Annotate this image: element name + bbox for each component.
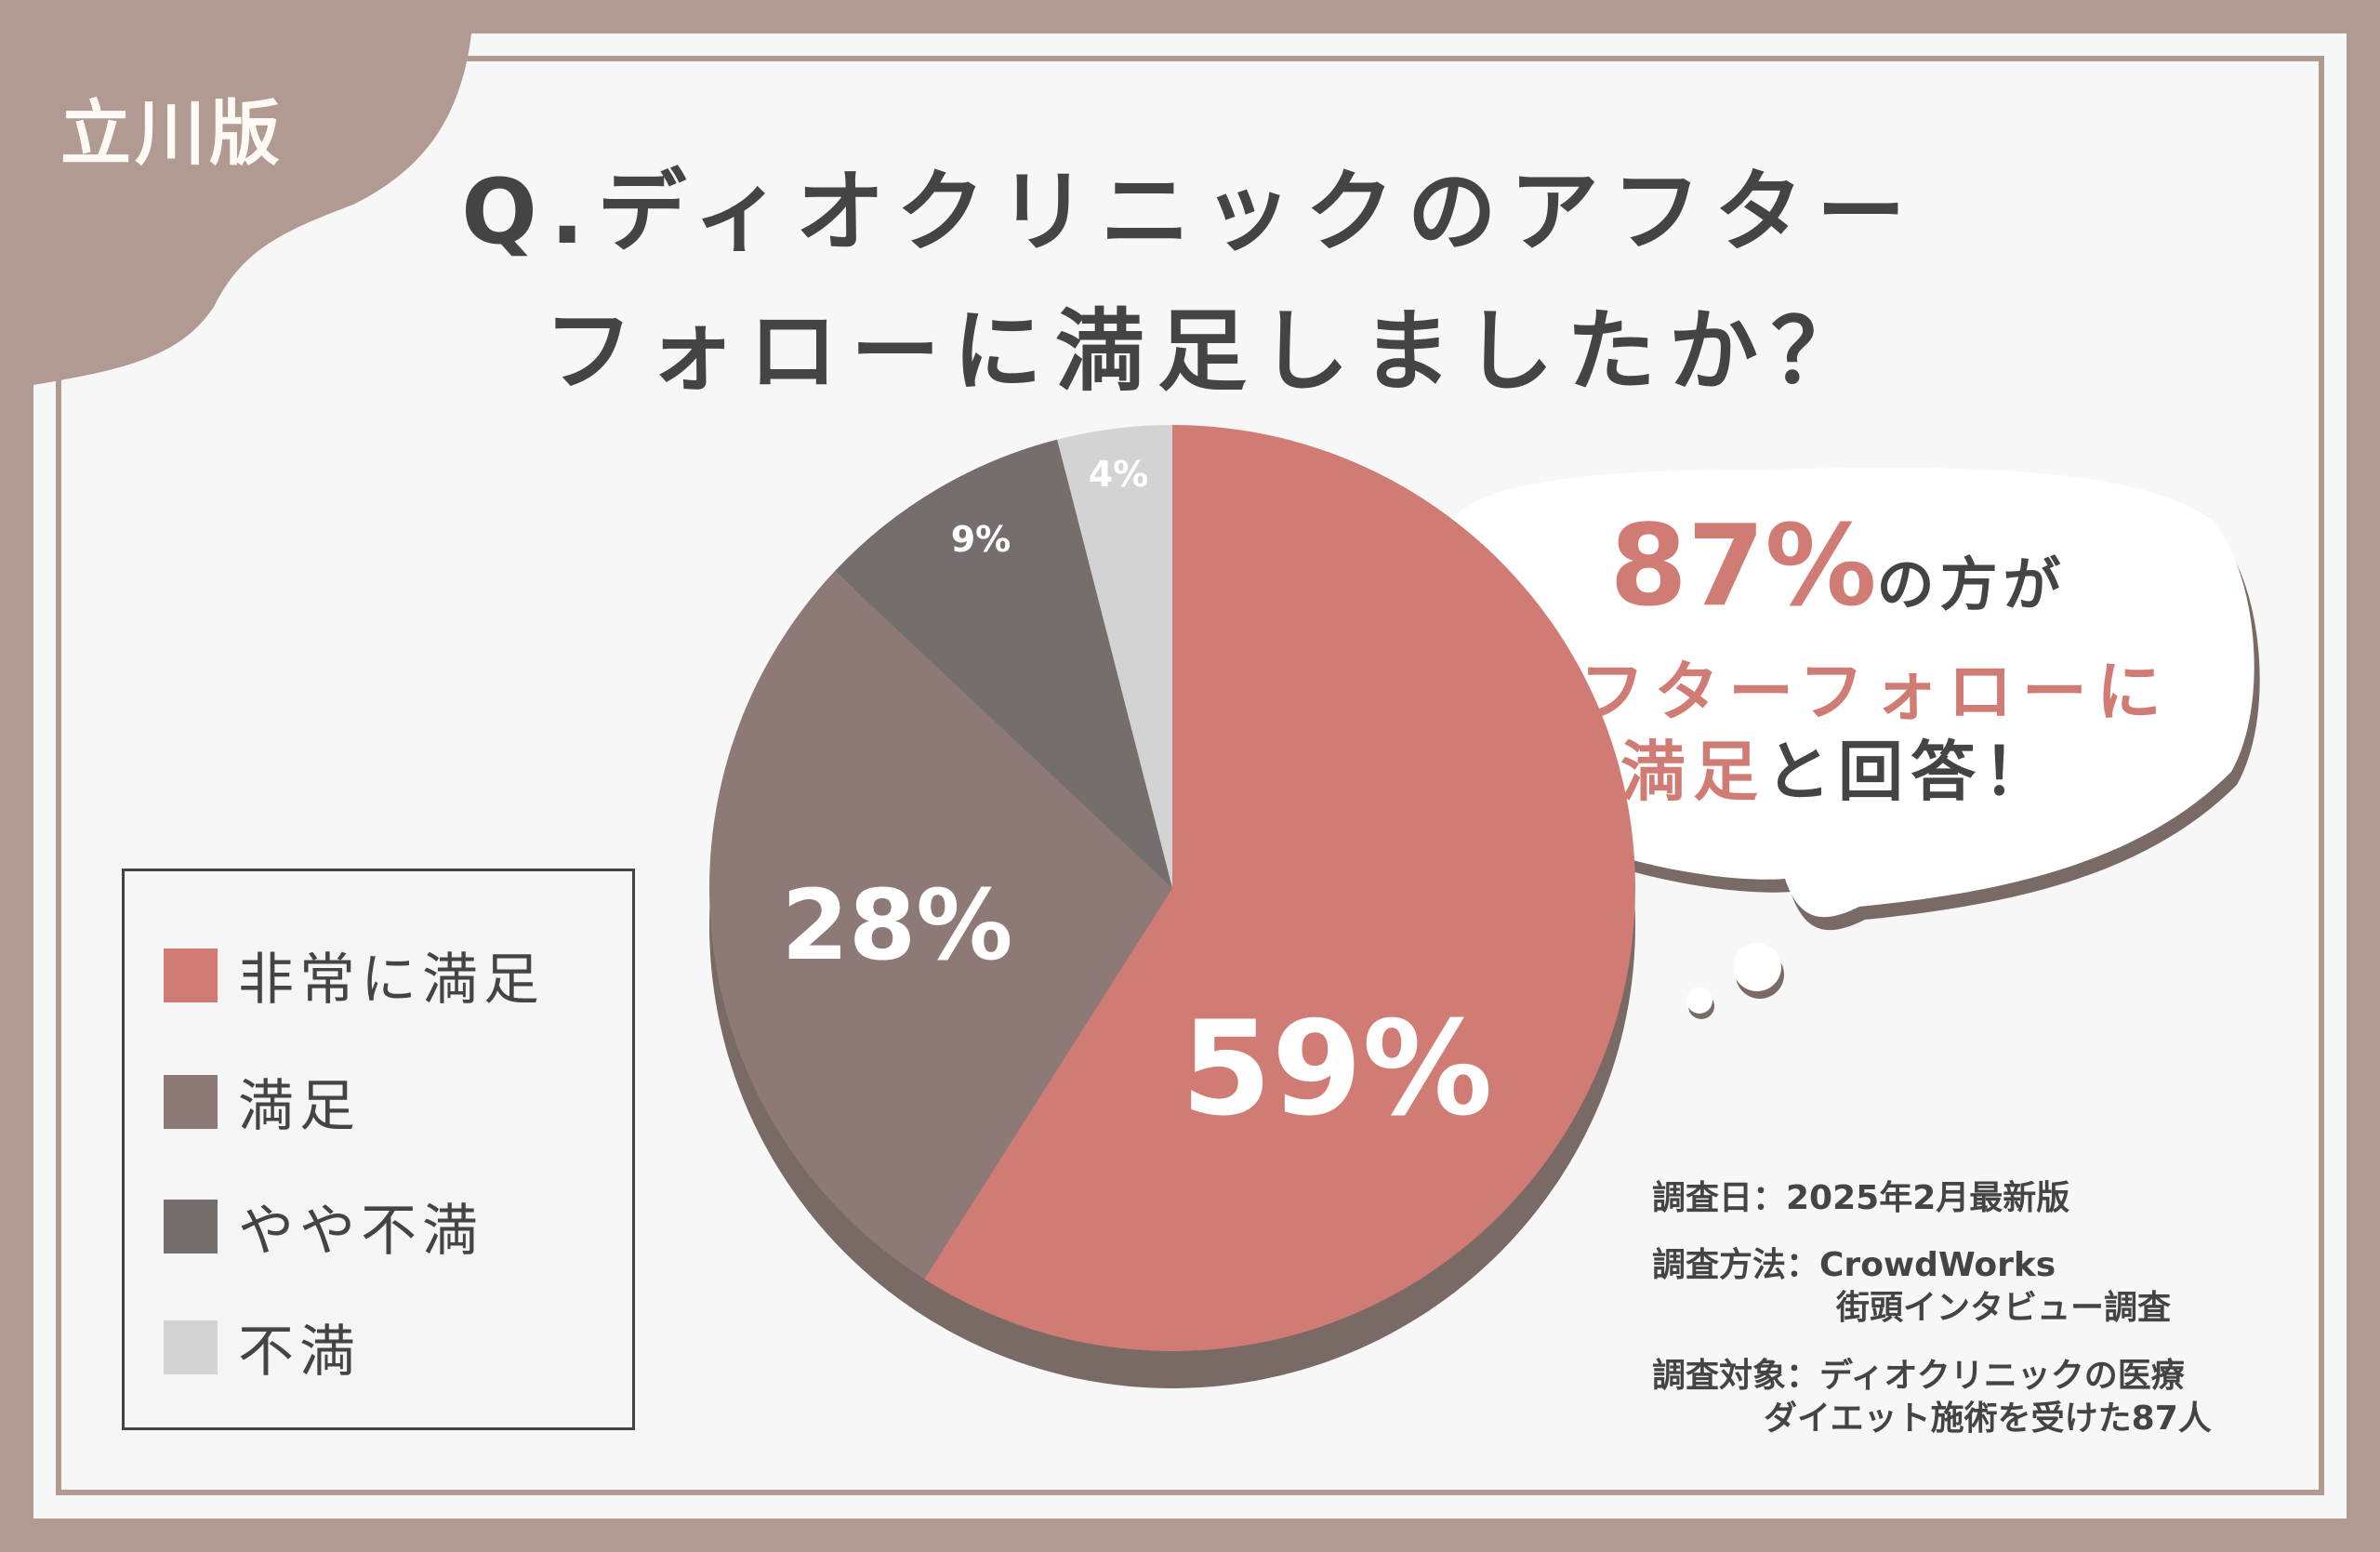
pie-slice-dissatisfied: [1057, 425, 1172, 888]
note-method-1: CrowdWorks: [1819, 1246, 2056, 1284]
legend-label: やや不満: [238, 1199, 483, 1264]
callout-accent: 満足: [1620, 734, 1765, 810]
pie-slice-satisfied: [708, 571, 1172, 1280]
note-date: 調査日：2025年2月最新版: [1652, 1179, 2070, 1217]
legend-item: 非常に満足: [164, 935, 545, 1015]
legend-swatch: [164, 1074, 218, 1129]
title-line-2: フォローに満足しましたか？: [544, 299, 1873, 404]
pie-label-somewhat-dissatisfied: 9%: [950, 519, 1012, 560]
speech-bubble: [1435, 468, 2260, 1019]
legend: 非常に満足 満足 やや不満 不満: [122, 869, 635, 1430]
region-tag: 立川版: [60, 92, 284, 175]
callout-line-3: 満足と回答！: [1420, 720, 2256, 814]
legend-swatch: [164, 1199, 218, 1254]
legend-item: 不満: [164, 1307, 361, 1387]
pie-label-dissatisfied: 4%: [1088, 454, 1149, 495]
legend-label: 非常に満足: [238, 948, 545, 1013]
legend-item: やや不満: [164, 1186, 483, 1267]
callout-line-1: 87%の方が: [1420, 502, 2256, 631]
pie-label-very-satisfied: 59%: [1181, 993, 1493, 1146]
pie-slice-somewhat-dissatisfied: [834, 439, 1172, 888]
callout-percent: 87%: [1609, 502, 1877, 631]
legend-label: 不満: [238, 1320, 361, 1385]
legend-label: 満足: [238, 1074, 361, 1139]
pie-label-satisfied: 28%: [781, 869, 1013, 982]
note-method: 調査方法：CrowdWorks 街頭インタビュー調査: [1652, 1244, 2171, 1330]
legend-swatch: [164, 948, 218, 1002]
note-method-2: 街頭インタビュー調査: [1836, 1289, 2172, 1327]
legend-item: 満足: [164, 1061, 361, 1142]
inner-frame: [56, 56, 2324, 1495]
callout-line-2: アフターフォローに: [1505, 654, 2171, 730]
title-line-1: Q.ディオクリニックのアフター: [461, 160, 1919, 264]
legend-swatch: [164, 1320, 218, 1374]
note-target-1: ディオクリニックの医療: [1819, 1357, 2185, 1395]
pie-chart: [708, 425, 1635, 1388]
note-target-label: 調査対象：: [1652, 1357, 1820, 1395]
note-method-label: 調査方法：: [1652, 1246, 1820, 1284]
callout-text: と回答！: [1765, 734, 2056, 810]
callout-text: の方が: [1876, 550, 2067, 618]
pie-slice-very-satisfied: [924, 425, 1635, 1351]
corner-blob: [0, 0, 474, 391]
note-target: 調査対象：ディオクリニックの医療 ダイエット施術を受けた87人: [1652, 1355, 2212, 1440]
note-target-2: ダイエット施術を受けた87人: [1764, 1399, 2212, 1438]
